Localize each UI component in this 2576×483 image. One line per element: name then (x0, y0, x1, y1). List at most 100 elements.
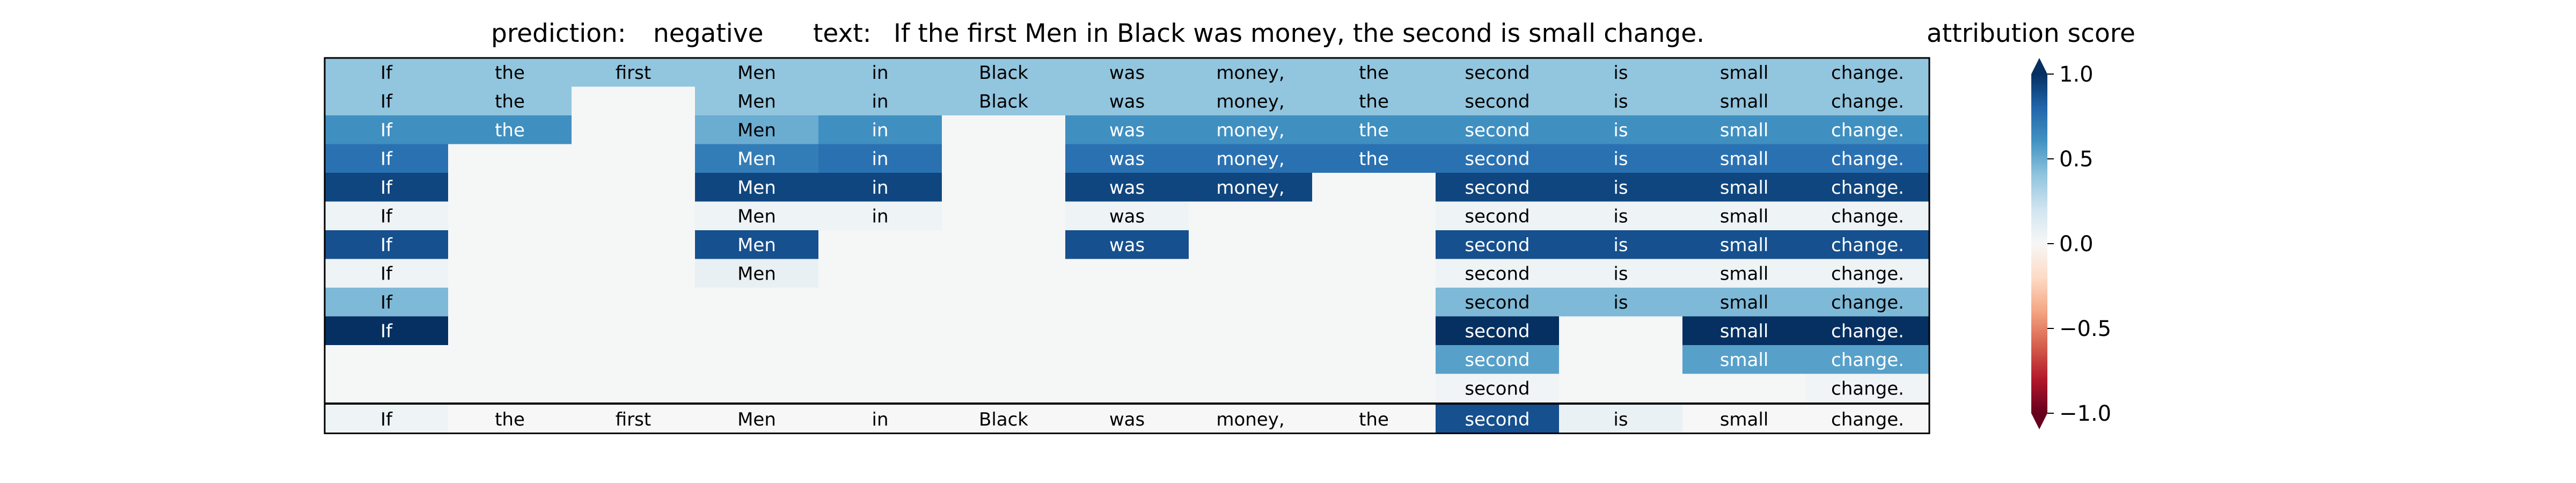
heatmap-cell (1189, 345, 1313, 374)
heatmap-cell (1682, 144, 1806, 173)
heatmap-cell (1806, 345, 1930, 374)
heatmap-cell (1682, 374, 1806, 403)
token-label: If (380, 91, 393, 112)
token-label: the (1359, 62, 1389, 84)
heatmap-cell (818, 173, 942, 202)
heatmap-cell (695, 144, 819, 173)
heatmap-cell (818, 316, 942, 346)
heatmap-cell (1065, 345, 1189, 374)
heatmap-cell (1559, 201, 1683, 231)
token-label: second (1465, 206, 1529, 227)
token-label: the (1359, 148, 1389, 170)
token-label: small (1720, 349, 1769, 371)
heatmap-cell (1559, 316, 1683, 346)
token-label: Men (737, 62, 776, 84)
token-label: If (380, 62, 393, 84)
heatmap-cell (695, 230, 819, 259)
token-label: change. (1831, 120, 1904, 141)
token-label: second (1465, 177, 1529, 199)
token-label: change. (1831, 378, 1904, 399)
token-label: change. (1831, 206, 1904, 227)
heatmap-cell (942, 58, 1066, 87)
heatmap-cell (1806, 144, 1930, 173)
token-label: second (1465, 91, 1529, 112)
heatmap-cell (1065, 58, 1189, 87)
heatmap-cell (942, 173, 1066, 202)
token-label: change. (1831, 91, 1904, 112)
text-value: If the first Men in Black was money, the… (894, 19, 1704, 48)
token-label: If (380, 263, 393, 284)
token-label: small (1720, 235, 1769, 256)
heatmap-cell (1189, 201, 1313, 231)
summary-cell (1436, 405, 1560, 434)
heatmap-cell (1436, 259, 1560, 288)
heatmap-cell (1312, 316, 1436, 346)
token-label: in (872, 91, 889, 112)
token-label: the (495, 120, 525, 141)
heatmap-cell (448, 115, 572, 144)
token-label: small (1720, 120, 1769, 141)
heatmap-cell (695, 201, 819, 231)
heatmap-cell (448, 201, 572, 231)
summary-separator (325, 402, 1929, 405)
heatmap-cell (1436, 144, 1560, 173)
heatmap-cell (818, 288, 942, 317)
token-label: second (1465, 120, 1529, 141)
heatmap-cell (325, 115, 449, 144)
heatmap-cell (1806, 58, 1930, 87)
token-label: in (872, 120, 889, 141)
token-label: change. (1831, 292, 1904, 313)
heatmap-cell (1682, 259, 1806, 288)
heatmap-cell (1559, 374, 1683, 403)
heatmap-cell (1436, 288, 1560, 317)
heatmap-cell (572, 173, 696, 202)
token-label: Men (737, 91, 776, 112)
heatmap-cell (1682, 316, 1806, 346)
heatmap-cell (818, 259, 942, 288)
heatmap-cell (325, 230, 449, 259)
token-label: in (872, 148, 889, 170)
heatmap-cell (1682, 201, 1806, 231)
heatmap-cell (1436, 316, 1560, 346)
token-label: change. (1831, 349, 1904, 371)
token-label: small (1720, 62, 1769, 84)
summary-token-label: the (1359, 409, 1389, 430)
colorbar-tick-label: 1.0 (2059, 62, 2094, 87)
token-label: is (1613, 263, 1628, 284)
heatmap-grid: If the first Men in Black was money, the second is… (324, 57, 1930, 434)
summary-cell (1189, 405, 1313, 434)
heatmap-cell (572, 259, 696, 288)
summary-token-label: change. (1831, 409, 1904, 430)
token-label: in (872, 206, 889, 227)
heatmap-cell (942, 316, 1066, 346)
heatmap-cell (1806, 288, 1930, 317)
heatmap-cell (1065, 316, 1189, 346)
heatmap-cell (448, 230, 572, 259)
colorbar-gradient (2031, 74, 2047, 413)
heatmap-cell (1436, 115, 1560, 144)
heatmap-cell (448, 144, 572, 173)
summary-token-label: Black (979, 409, 1028, 430)
heatmap-cell (1189, 374, 1313, 403)
heatmap-cell (1189, 230, 1313, 259)
heatmap-cell (448, 288, 572, 317)
heatmap-cell (1189, 144, 1313, 173)
heatmap-cell (1436, 374, 1560, 403)
heatmap-cell (1682, 58, 1806, 87)
token-label: Men (737, 148, 776, 170)
heatmap-cell (1436, 201, 1560, 231)
heatmap-cell (572, 288, 696, 317)
heatmap-cell (818, 374, 942, 403)
heatmap-cell (1559, 86, 1683, 116)
summary-cell (448, 405, 572, 434)
summary-cell (695, 405, 819, 434)
heatmap-cell (1312, 86, 1436, 116)
heatmap-cell (942, 144, 1066, 173)
heatmap-cell (325, 86, 449, 116)
heatmap-cell (1312, 173, 1436, 202)
heatmap-cell (1436, 86, 1560, 116)
token-label: the (1359, 120, 1389, 141)
token-label: the (495, 91, 525, 112)
summary-token-label: is (1613, 409, 1628, 430)
summary-cell (1806, 405, 1930, 434)
